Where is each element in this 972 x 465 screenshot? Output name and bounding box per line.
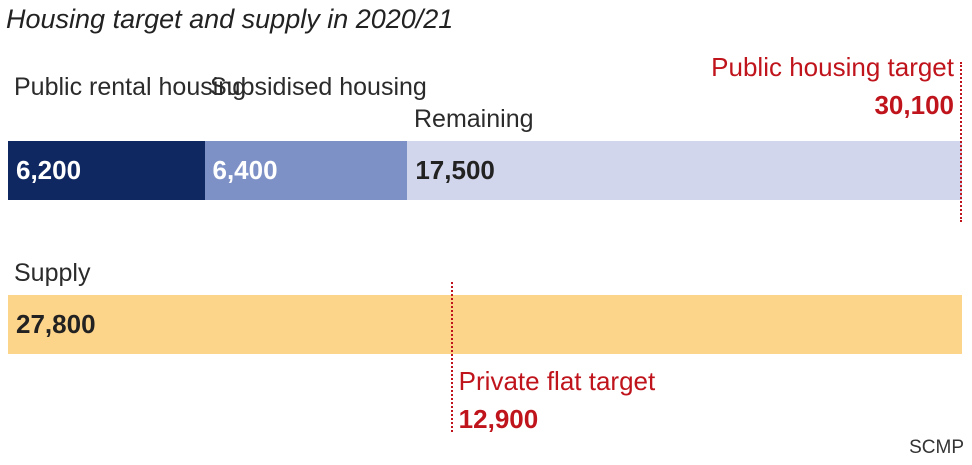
- public-target-label: Public housing target: [711, 52, 954, 82]
- series-label-subsidised: Subsidised housing: [210, 73, 427, 101]
- value-label-remaining: 17,500: [415, 155, 495, 185]
- bar-supply: 27,800: [8, 295, 962, 354]
- value-label-supply: 27,800: [16, 309, 96, 339]
- public-target-value: 30,100: [874, 90, 954, 120]
- value-label-public-rental: 6,200: [16, 155, 82, 185]
- series-label-supply: Supply: [14, 259, 91, 287]
- series-label-public-rental: Public rental housing: [14, 73, 247, 101]
- source-credit: SCMP: [909, 437, 964, 458]
- private-target-value: 12,900: [458, 404, 539, 434]
- series-label-remaining: Remaining: [414, 105, 534, 133]
- chart-title: Housing target and supply in 2020/21: [6, 4, 454, 34]
- value-label-subsidised: 6,400: [212, 155, 278, 185]
- private-target-label: Private flat target: [458, 366, 656, 396]
- private-target-line: [450, 282, 453, 432]
- bar-remaining: 17,500: [407, 141, 962, 200]
- bar-public-rental: 6,200: [8, 141, 205, 200]
- public-target-line: [960, 62, 962, 222]
- bar-subsidised: 6,400: [204, 141, 408, 200]
